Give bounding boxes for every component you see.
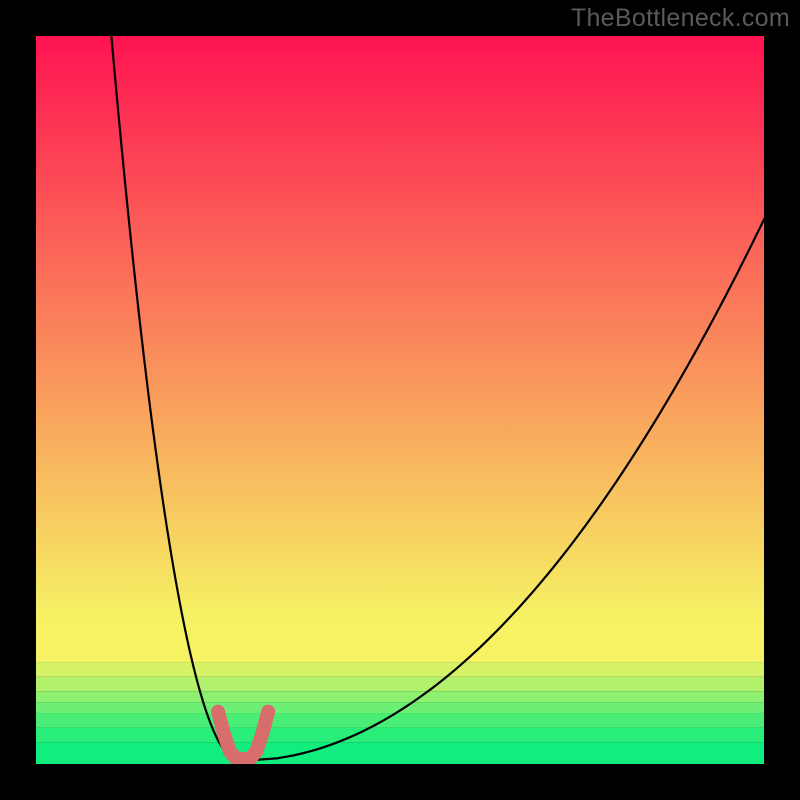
watermark-text: TheBottleneck.com: [571, 4, 790, 33]
plot-svg: [36, 36, 764, 764]
plot-area: [36, 36, 764, 764]
